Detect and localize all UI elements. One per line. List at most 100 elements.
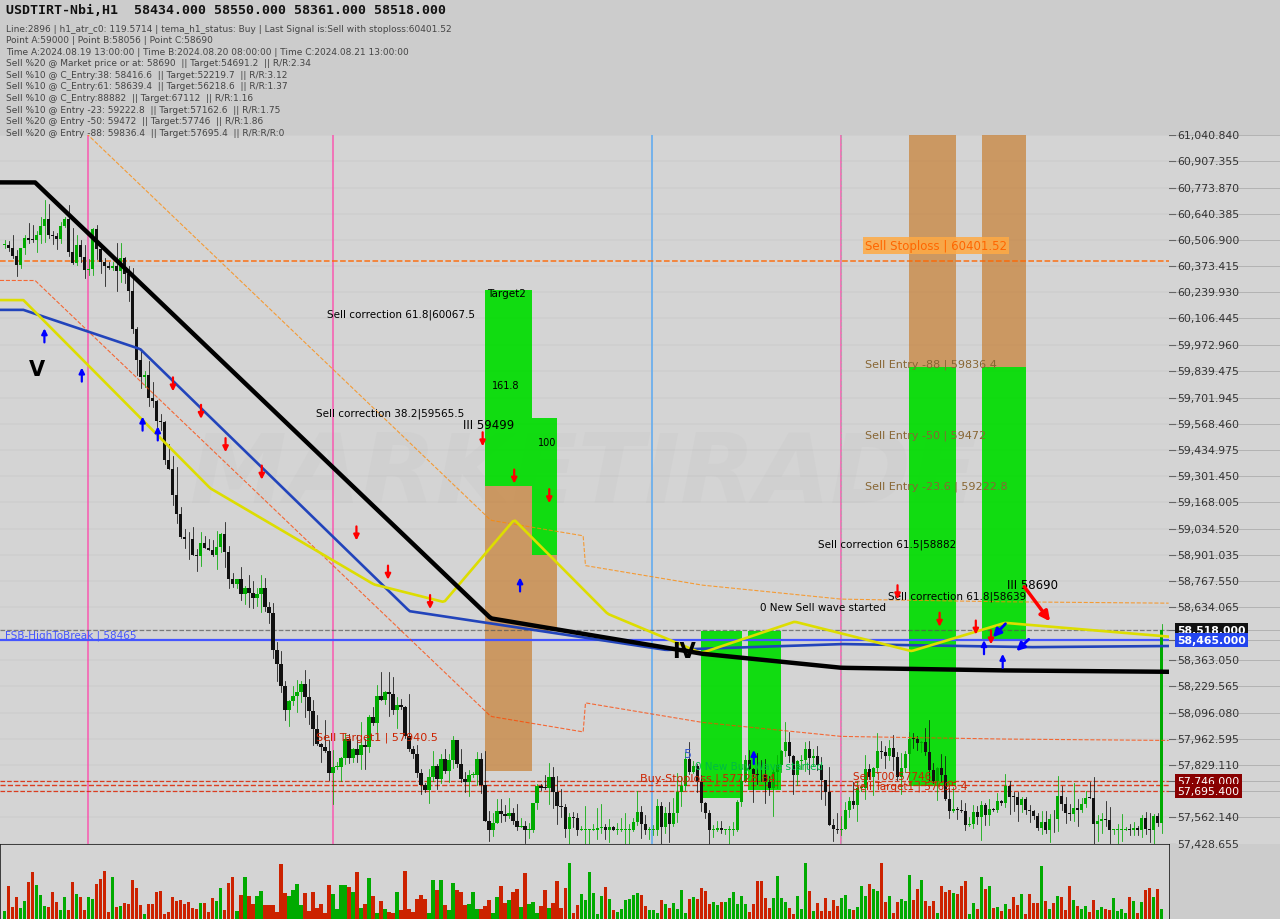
Bar (111, 877, 114, 919)
Bar (812, 911, 815, 919)
Bar (892, 748, 895, 757)
Bar (51, 891, 54, 919)
Bar (15, 897, 18, 919)
Bar (580, 893, 582, 919)
Bar (19, 908, 22, 919)
Bar (204, 543, 206, 548)
Bar (392, 913, 394, 919)
Bar (332, 767, 334, 773)
Bar (655, 913, 659, 919)
Bar (296, 693, 298, 697)
Text: 60,907.355: 60,907.355 (1178, 157, 1239, 167)
Bar (631, 823, 635, 830)
Bar (608, 899, 611, 919)
Bar (984, 890, 987, 919)
Bar (659, 900, 663, 919)
Bar (815, 756, 819, 765)
Bar (524, 873, 527, 919)
Bar (644, 906, 646, 919)
Bar (544, 890, 547, 919)
Bar (131, 879, 134, 919)
Text: Sell Entry -23.6 | 59222.8: Sell Entry -23.6 | 59222.8 (865, 481, 1007, 492)
Bar (636, 811, 639, 823)
Text: Sell %10 @ C_Entry:88882  || Target:67112  || R/R:1.16: Sell %10 @ C_Entry:88882 || Target:67112… (6, 94, 253, 103)
Bar (599, 827, 603, 828)
Bar (732, 892, 735, 919)
Bar (947, 800, 951, 811)
Bar (576, 818, 579, 830)
Bar (1135, 913, 1139, 919)
Bar (67, 220, 70, 253)
Bar (695, 766, 699, 782)
Bar (751, 769, 755, 774)
Bar (371, 896, 375, 919)
Bar (1092, 799, 1096, 824)
Bar (975, 812, 979, 818)
Bar (287, 701, 291, 710)
Bar (223, 535, 227, 553)
Bar (119, 905, 123, 919)
Bar (844, 895, 847, 919)
Bar (143, 375, 146, 378)
Bar (1160, 909, 1164, 919)
Bar (539, 906, 543, 919)
Bar (819, 911, 823, 919)
Bar (952, 810, 955, 811)
Bar (287, 896, 291, 919)
Bar (1032, 811, 1036, 816)
Bar (260, 891, 262, 919)
Bar (1116, 911, 1119, 919)
Text: Sell correction 61.8|60067.5: Sell correction 61.8|60067.5 (328, 310, 475, 320)
Bar (72, 882, 74, 919)
Bar (982, 136, 1027, 368)
Bar (783, 902, 787, 919)
Bar (591, 893, 595, 919)
Text: 100: 100 (538, 437, 556, 448)
Bar (879, 863, 883, 919)
Bar (828, 911, 831, 919)
Bar (1056, 797, 1059, 820)
Text: 57,962.595: 57,962.595 (1178, 734, 1239, 744)
Text: 58,465.000: 58,465.000 (1178, 636, 1247, 646)
Bar (55, 902, 59, 919)
Text: Sell %20 @ Market price or at: 58690  || Target:54691.2  || R/R:2.34: Sell %20 @ Market price or at: 58690 || … (6, 59, 311, 68)
Bar (303, 893, 306, 919)
Text: 59,034.520: 59,034.520 (1178, 524, 1239, 534)
Bar (1036, 903, 1039, 919)
Bar (768, 782, 771, 788)
Bar (328, 885, 330, 919)
Bar (371, 717, 375, 723)
Text: 58,767.550: 58,767.550 (1178, 576, 1239, 586)
Bar (1156, 816, 1160, 823)
Bar (420, 895, 422, 919)
Bar (1020, 894, 1023, 919)
Text: Sell Target1 | 57940.5: Sell Target1 | 57940.5 (316, 732, 438, 742)
Bar (147, 904, 151, 919)
Bar (200, 902, 202, 919)
Bar (1016, 904, 1019, 919)
Bar (792, 913, 795, 919)
Bar (51, 235, 54, 237)
Bar (1028, 893, 1032, 919)
Bar (452, 740, 454, 760)
Bar (388, 912, 390, 919)
Bar (708, 903, 710, 919)
Bar (507, 813, 511, 816)
Bar (640, 811, 643, 824)
Bar (463, 905, 467, 919)
Bar (631, 895, 635, 919)
Bar (980, 877, 983, 919)
Bar (40, 895, 42, 919)
Bar (571, 913, 575, 919)
Bar (704, 803, 707, 813)
Bar (115, 267, 119, 272)
Bar (748, 760, 751, 769)
Bar (255, 895, 259, 919)
Bar (480, 909, 483, 919)
Bar (443, 905, 447, 919)
Bar (155, 402, 159, 422)
Bar (271, 905, 274, 919)
Bar (195, 909, 198, 919)
Bar (59, 226, 63, 240)
Bar (76, 894, 78, 919)
